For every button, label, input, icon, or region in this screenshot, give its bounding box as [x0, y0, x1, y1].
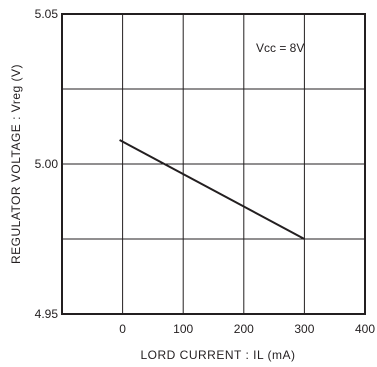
x-tick-label: 400: [355, 322, 375, 336]
x-tick-labels: 0 100 200 300 400: [119, 322, 375, 336]
plot-frame: [61, 13, 366, 315]
y-tick-label: 5.05: [35, 7, 59, 21]
y-axis-label: REGULATOR VOLTAGE : Vreg (V): [9, 64, 23, 264]
y-tick-label: 4.95: [35, 307, 59, 321]
y-tick-label: 5.00: [35, 157, 59, 171]
series-line: [119, 139, 305, 240]
grid-lines: [62, 14, 365, 314]
x-tick-label: 100: [173, 322, 193, 336]
y-tick-labels: 4.95 5.00 5.05: [35, 7, 59, 321]
x-tick-label: 200: [234, 322, 254, 336]
x-tick-label: 300: [294, 322, 314, 336]
series-group: [119, 139, 305, 240]
x-tick-label: 0: [119, 322, 126, 336]
condition-annotation: Vcc = 8V: [256, 41, 304, 55]
x-axis-label: LORD CURRENT : IL (mA): [140, 348, 295, 362]
